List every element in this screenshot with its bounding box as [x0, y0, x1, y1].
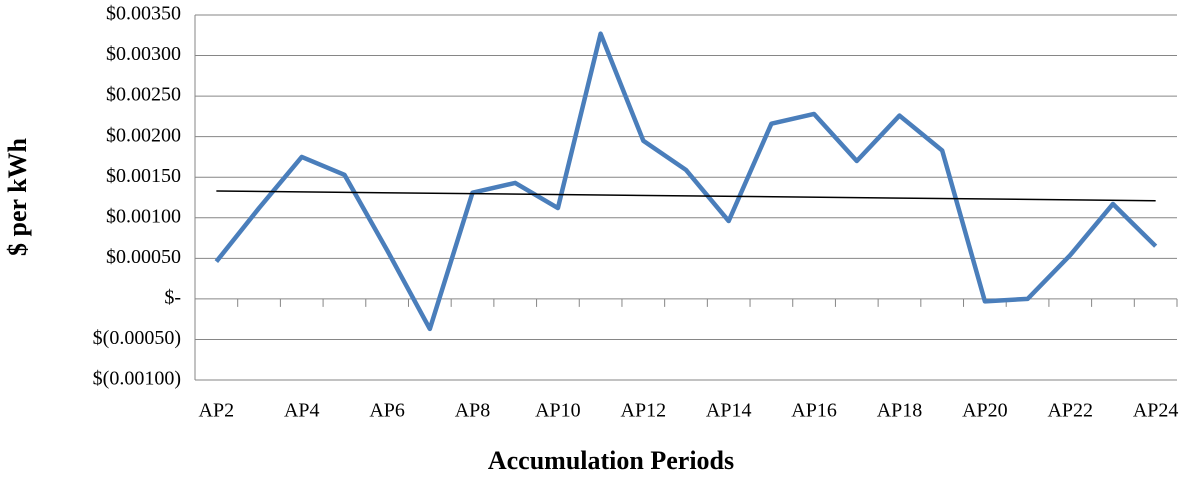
x-tick-label: AP10: [535, 400, 581, 422]
trendline: [216, 190, 1156, 202]
y-tick-label: $-: [164, 286, 181, 308]
y-tick-label: $0.00200: [106, 124, 181, 146]
y-tick-label: $0.00250: [106, 84, 181, 106]
x-axis-title: Accumulation Periods: [488, 446, 734, 475]
x-tick-label: AP12: [621, 400, 667, 422]
x-tick-label: AP6: [369, 400, 405, 422]
series-line: [214, 31, 1158, 332]
x-tick-label: AP8: [455, 400, 491, 422]
x-tick-label: AP16: [791, 400, 837, 422]
y-tick-label: $0.00100: [106, 205, 181, 227]
y-tick-label: $0.00150: [106, 165, 181, 187]
y-tick-label: $0.00350: [106, 3, 181, 25]
x-tick-label: AP14: [706, 400, 752, 422]
x-tick-label: AP22: [1047, 400, 1093, 422]
y-tick-label: $0.00300: [106, 43, 181, 65]
y-axis-title: $ per kWh: [3, 137, 32, 256]
x-tick-label: AP18: [877, 400, 923, 422]
x-tick-label: AP20: [962, 400, 1008, 422]
y-tick-label: $(0.00050): [93, 327, 181, 349]
x-tick-label: AP4: [284, 400, 320, 422]
y-tick-label: $0.00050: [106, 246, 181, 268]
x-tick-label: AP24: [1133, 400, 1179, 422]
y-tick-label: $(0.00100): [93, 368, 181, 390]
x-tick-label: AP2: [199, 400, 235, 422]
